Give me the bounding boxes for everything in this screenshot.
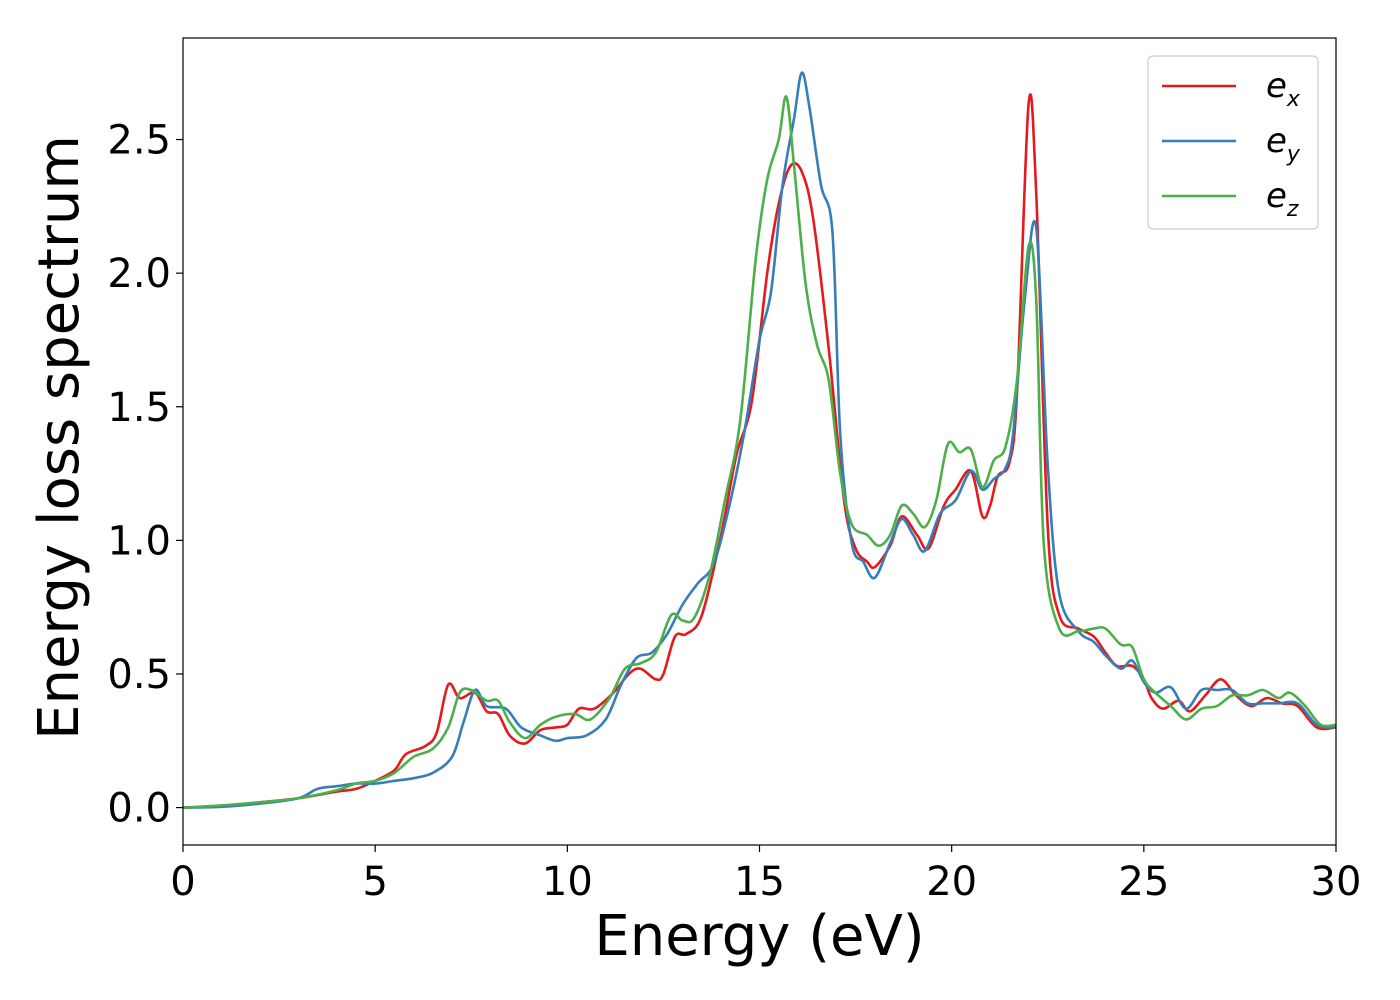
y-tick-label: 0.5 bbox=[107, 652, 171, 698]
y-tick-label: 1.0 bbox=[107, 518, 171, 564]
y-axis-label: Energy loss spectrum bbox=[27, 135, 92, 740]
x-tick-label: 15 bbox=[734, 859, 785, 905]
x-tick-label: 5 bbox=[362, 859, 387, 905]
x-tick-label: 0 bbox=[170, 859, 195, 905]
series-line-z bbox=[182, 95, 1337, 809]
legend: ex ey ez bbox=[1147, 55, 1319, 230]
x-axis: 0 5 10 15 20 25 30 bbox=[170, 845, 1361, 905]
y-axis: 0.0 0.5 1.0 1.5 2.0 2.5 bbox=[107, 118, 183, 832]
x-tick-label: 25 bbox=[1118, 859, 1169, 905]
y-tick-label: 2.5 bbox=[107, 118, 171, 164]
legend-box bbox=[1147, 55, 1319, 230]
y-tick-label: 0.0 bbox=[107, 786, 171, 832]
series-line-y bbox=[182, 71, 1337, 809]
legend-label-x: ex bbox=[1266, 66, 1301, 112]
y-tick-label: 2.0 bbox=[107, 251, 171, 297]
x-tick-label: 10 bbox=[542, 859, 593, 905]
legend-label-y: ey bbox=[1266, 121, 1301, 167]
y-tick-label: 1.5 bbox=[107, 385, 171, 431]
x-tick-label: 20 bbox=[926, 859, 977, 905]
x-tick-label: 30 bbox=[1311, 859, 1362, 905]
x-axis-label: Energy (eV) bbox=[594, 904, 924, 969]
legend-label-z: ez bbox=[1266, 176, 1299, 222]
series-layer bbox=[182, 71, 1337, 809]
